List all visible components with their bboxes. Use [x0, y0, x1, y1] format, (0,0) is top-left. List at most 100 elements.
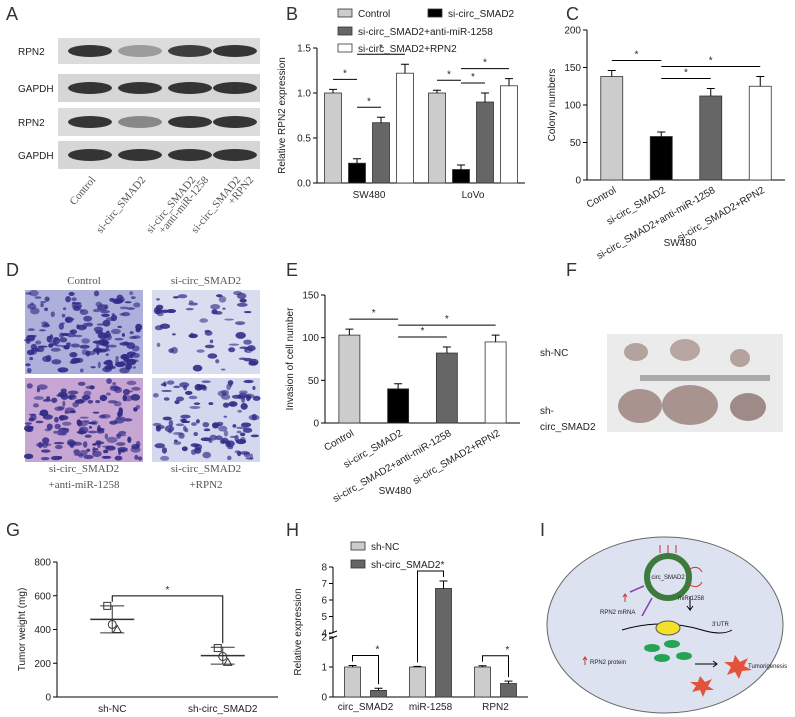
cell [51, 397, 58, 403]
x-tick-label: sh-NC [98, 704, 126, 715]
cell [25, 363, 31, 367]
cell [61, 313, 66, 318]
cell [173, 441, 182, 445]
legend-label: si-circ_SMAD2+RPN2 [358, 44, 457, 55]
cell [112, 382, 117, 386]
cell [236, 302, 248, 307]
y-tick-label: 150 [302, 291, 319, 302]
x-tick-label: RPN2 [482, 702, 509, 713]
cell [170, 346, 178, 354]
y-tick-label: 0 [575, 176, 581, 187]
cell [250, 434, 260, 438]
cell [171, 333, 176, 336]
cell [79, 309, 89, 316]
cell [223, 430, 229, 437]
bar [387, 388, 410, 424]
cell [129, 336, 138, 340]
cell [96, 429, 105, 434]
cell [92, 411, 100, 414]
cell [211, 309, 218, 315]
cell [125, 363, 132, 370]
cell [83, 390, 92, 396]
band [213, 116, 257, 128]
cell [240, 432, 246, 437]
cell [239, 298, 247, 303]
y-tick-label: 6 [321, 596, 327, 607]
legend-label: si-circ_SMAD2+anti-miR-1258 [358, 27, 493, 38]
cell [87, 399, 94, 404]
cell [69, 410, 77, 414]
image-label: +anti-miR-1258 [49, 479, 120, 491]
cell [108, 362, 114, 370]
cell [251, 413, 257, 421]
cell [58, 323, 65, 330]
cell [126, 342, 136, 349]
cell [26, 334, 37, 338]
y-tick-label: 5 [321, 612, 327, 623]
cell [30, 413, 37, 421]
significance-label: * [421, 326, 425, 337]
cell [27, 303, 37, 310]
significance-label: * [684, 68, 688, 79]
band [68, 149, 112, 161]
significance-label: * [367, 96, 371, 107]
cell [79, 344, 90, 349]
bar [649, 136, 673, 181]
cell [86, 448, 91, 452]
cell [27, 328, 36, 332]
cell [105, 445, 116, 451]
cell [240, 403, 248, 410]
bar [474, 666, 491, 698]
cell [202, 422, 210, 428]
cell [132, 366, 136, 369]
cell [94, 448, 99, 451]
error-bar [478, 665, 487, 667]
cell [42, 398, 52, 402]
band [213, 45, 257, 57]
cell [54, 444, 63, 450]
cell [119, 313, 125, 316]
cell [65, 342, 71, 346]
band [118, 45, 162, 57]
x-tick-label: sh-circ_SMAD2 [188, 704, 258, 715]
tumor [624, 343, 648, 361]
cell [131, 353, 140, 358]
cell [72, 441, 83, 446]
cell [95, 441, 105, 445]
cell [213, 423, 222, 427]
legend-label: Control [358, 9, 390, 20]
row-label: sh- [540, 406, 554, 417]
cell [74, 399, 85, 404]
cell [83, 315, 93, 322]
cell [124, 301, 132, 304]
cell [63, 345, 70, 350]
cell [168, 419, 174, 427]
y-tick-label: 1.5 [297, 44, 311, 55]
bar [748, 85, 772, 181]
cell [79, 416, 89, 419]
cell [163, 397, 170, 401]
cell [233, 291, 242, 296]
ribosome [655, 620, 681, 636]
significance-label: * [441, 560, 445, 571]
cell [117, 411, 121, 418]
cell [53, 430, 61, 434]
tumor-icon [690, 676, 714, 697]
cell [166, 308, 177, 314]
cell [227, 455, 232, 461]
cell [121, 333, 125, 337]
row-label: circ_SMAD2 [540, 422, 596, 433]
cell [115, 356, 119, 360]
y-tick-label: 0 [313, 419, 319, 430]
cell [114, 337, 124, 341]
legend-swatch [337, 26, 353, 36]
band [168, 45, 212, 57]
bar [370, 690, 387, 698]
cell [168, 428, 173, 434]
y-tick-label: 8 [321, 563, 327, 574]
error-bar [433, 89, 441, 93]
diagram-label: 3'UTR [712, 622, 729, 628]
cell [252, 395, 261, 401]
significance-label: * [483, 58, 487, 69]
error-bar [329, 88, 337, 93]
